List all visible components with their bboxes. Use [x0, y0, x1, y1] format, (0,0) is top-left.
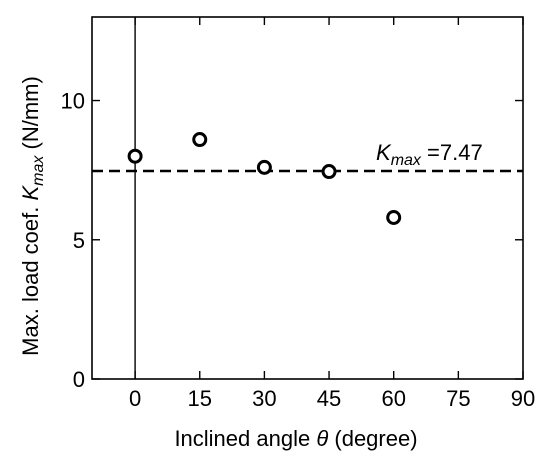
y-axis-title-suffix: (N/mm): [18, 76, 43, 155]
y-axis-title-symbol: K: [18, 185, 43, 201]
y-tick-label: 5: [73, 228, 85, 253]
x-axis-title-suffix: (degree): [328, 426, 417, 451]
x-tick-label: 45: [317, 386, 341, 411]
x-tick-label: 75: [446, 386, 470, 411]
data-point: [321, 164, 337, 180]
annotation-symbol: K: [376, 140, 392, 165]
x-tick-label: 60: [381, 386, 405, 411]
x-tick-label: 0: [129, 386, 141, 411]
y-axis-title-subscript: max: [30, 155, 47, 186]
x-tick-label: 90: [511, 386, 535, 411]
y-tick-label: 0: [73, 367, 85, 392]
y-axis-title: Max. load coef. Kmax (N/mm): [18, 76, 47, 356]
data-points: [127, 132, 402, 225]
annotation-value: =7.47: [421, 140, 483, 165]
x-axis-title: Inclined angle θ (degree): [174, 426, 417, 451]
reference-lines: [92, 17, 523, 379]
plot-frame: [91, 16, 524, 380]
data-point: [256, 159, 272, 175]
annotation-subscript: max: [391, 152, 422, 169]
plot-frame-border: [91, 16, 524, 380]
x-tick-label: 15: [188, 386, 212, 411]
annotation-kmax: Kmax =7.47: [376, 140, 483, 169]
data-point: [386, 209, 402, 225]
y-tick-label: 10: [61, 89, 85, 114]
data-point: [192, 132, 208, 148]
x-axis-title-prefix: Inclined angle: [174, 426, 316, 451]
y-axis-title-prefix: Max. load coef.: [18, 201, 43, 356]
x-axis-title-symbol: θ: [316, 426, 328, 451]
data-point: [127, 148, 143, 164]
ticks: 0 15 30 45 60 75 90 0 5 10: [61, 17, 535, 411]
x-tick-label: 30: [252, 386, 276, 411]
